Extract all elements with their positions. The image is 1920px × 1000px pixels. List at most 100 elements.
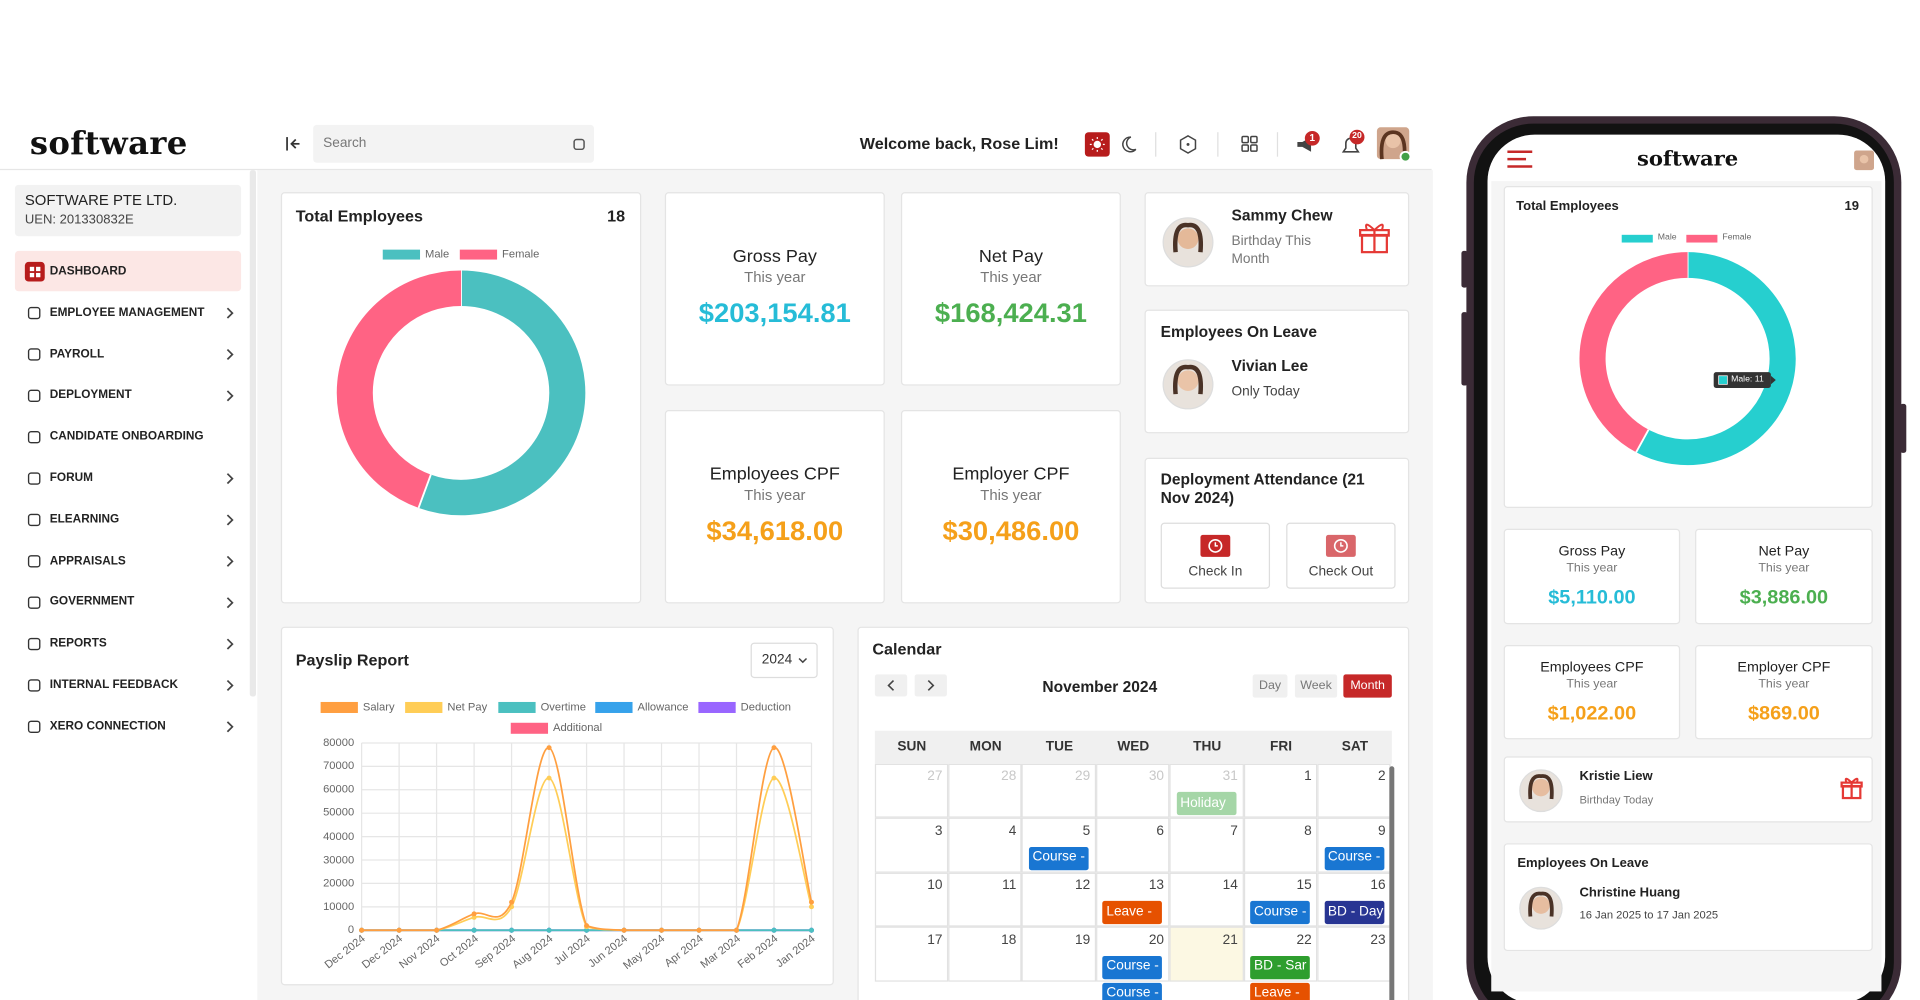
attendance-label[interactable]: Check In <box>1188 564 1243 580</box>
calendar-event[interactable]: Leave - <box>1250 982 1310 1000</box>
event-label[interactable]: Leave - <box>1106 904 1152 919</box>
day-number: 13 <box>1148 877 1165 893</box>
shortcut-icon <box>573 138 585 151</box>
menu-active[interactable] <box>14 250 242 292</box>
day-number: 17 <box>927 932 943 947</box>
search-input[interactable]: Search <box>323 136 367 151</box>
legend-swatch <box>405 701 443 713</box>
menu-item[interactable]: ELEARNING <box>49 512 120 527</box>
calendar-event[interactable]: Course - <box>1102 955 1163 979</box>
calendar-event[interactable]: Course - <box>1324 846 1384 870</box>
clock-hand <box>1214 542 1218 547</box>
menu-item[interactable]: XERO CONNECTION <box>49 719 166 734</box>
day-cell <box>1169 872 1244 927</box>
menu-icon <box>27 637 41 651</box>
day-number: 15 <box>1296 877 1312 893</box>
legend-label: Male <box>425 247 450 260</box>
avatar-hair <box>1528 891 1554 917</box>
menu-item[interactable]: INTERNAL FEEDBACK <box>49 678 179 692</box>
online-dot <box>1399 150 1412 163</box>
day-cell <box>1095 763 1170 818</box>
calendar-event[interactable]: Leave - <box>1102 900 1163 925</box>
year-select[interactable] <box>750 642 818 679</box>
person-name: Sammy Chew <box>1231 207 1333 225</box>
day-cell <box>948 817 1022 873</box>
event-label[interactable]: Course - <box>1106 985 1159 1000</box>
calendar-event[interactable]: Course - <box>1250 900 1310 925</box>
stat-title: Employer CPF <box>952 465 1070 485</box>
calendar-event[interactable]: Course - <box>1028 846 1089 870</box>
event-label[interactable]: Course - <box>1327 849 1381 865</box>
event-label[interactable]: BD - Sar <box>1254 958 1307 974</box>
menu-icon-cell <box>36 272 41 278</box>
stat-card <box>900 192 1121 386</box>
day-number: 1 <box>1304 768 1312 784</box>
birthday-note: Birthday Today <box>1579 793 1654 806</box>
stat-subtitle: This year <box>1758 677 1810 692</box>
phone-button <box>1461 312 1468 386</box>
attendance-button[interactable] <box>1286 522 1396 589</box>
calendar-event[interactable]: Holiday <box>1176 791 1237 816</box>
menu-item[interactable]: CANDIDATE ONBOARDING <box>49 429 204 444</box>
day-cell <box>1169 817 1244 873</box>
event-label[interactable]: Course - <box>1106 958 1159 974</box>
menu-item[interactable]: DEPLOYMENT <box>49 388 132 403</box>
stat-card <box>1695 645 1873 740</box>
card-title: Employees On Leave <box>1517 856 1649 871</box>
menu-item[interactable]: REPORTS <box>49 636 107 651</box>
legend-label: Male <box>1657 233 1677 242</box>
menu-item[interactable]: EMPLOYEE MANAGEMENT <box>49 305 205 320</box>
event-label[interactable]: Leave - <box>1254 985 1300 1000</box>
stat-value: $3,886.00 <box>1739 587 1829 609</box>
avatar-head <box>1532 778 1550 797</box>
nav-arrow <box>927 679 935 691</box>
event-label[interactable]: Holiday <box>1180 795 1226 810</box>
company-name: SOFTWARE PTE LTD. <box>24 191 178 209</box>
legend-label: Salary <box>362 700 395 713</box>
legend-label: Female <box>502 247 540 260</box>
event-label[interactable]: Course - <box>1032 849 1085 865</box>
view-label[interactable]: Week <box>1300 678 1332 692</box>
stat-title: Employees CPF <box>1540 660 1644 676</box>
menu-item[interactable]: FORUM <box>49 471 93 485</box>
data-point <box>471 914 477 920</box>
menu-item[interactable]: APPRAISALS <box>49 554 126 568</box>
menu-item[interactable]: DASHBOARD <box>49 264 127 278</box>
data-point <box>734 927 739 933</box>
avatar-head <box>1177 370 1199 391</box>
day-number: 2 <box>1377 768 1386 784</box>
calendar-event[interactable]: BD - Sar <box>1250 955 1310 979</box>
data-point <box>808 904 814 910</box>
badge-count: 20 <box>1352 131 1362 141</box>
avatar-head <box>1532 896 1550 914</box>
menu-icon-cell <box>29 272 35 278</box>
event-label[interactable]: Course - <box>1254 904 1307 919</box>
day-cell <box>1021 926 1096 982</box>
search-box[interactable] <box>313 124 595 163</box>
calendar-event[interactable]: BD - Day <box>1324 900 1384 925</box>
segment-border <box>1635 429 1650 453</box>
view-label[interactable]: Day <box>1258 678 1282 692</box>
weekday-label: FRI <box>1270 739 1293 755</box>
menu-item[interactable]: PAYROLL <box>49 347 105 361</box>
view-button[interactable] <box>1343 674 1392 698</box>
card-title: Total Employees <box>295 206 423 226</box>
year-value[interactable]: 2024 <box>761 652 793 668</box>
data-point <box>584 923 590 929</box>
data-point <box>359 927 365 933</box>
event-label[interactable]: BD - Day <box>1327 904 1384 919</box>
legend-label: Deduction <box>740 700 792 713</box>
view-label[interactable]: Month <box>1350 678 1385 692</box>
calendar-nav[interactable] <box>874 674 908 697</box>
weekday-label: SUN <box>897 739 927 755</box>
chevron <box>226 307 234 319</box>
calendar-nav[interactable] <box>914 674 947 697</box>
day-cell <box>874 817 949 873</box>
calendar-event[interactable]: Course - <box>1102 982 1163 1000</box>
menu-item[interactable]: GOVERNMENT <box>49 595 135 609</box>
data-point <box>546 745 552 751</box>
view-button[interactable] <box>1252 674 1288 698</box>
attendance-label[interactable]: Check Out <box>1308 564 1374 580</box>
view-button[interactable] <box>1294 674 1338 698</box>
segment-border <box>417 474 432 509</box>
